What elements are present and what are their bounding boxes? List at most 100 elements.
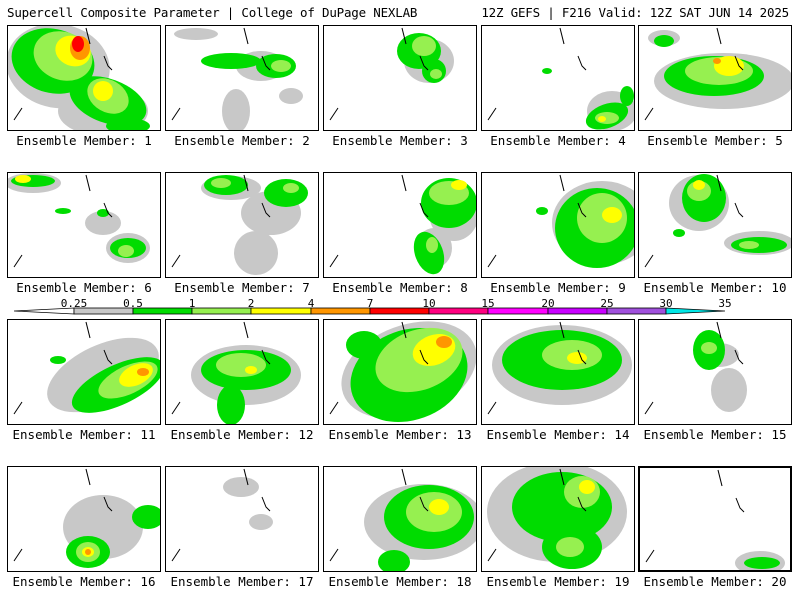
coastline-4-2 [577, 55, 587, 71]
coastline-13-1 [329, 401, 339, 415]
scp-field-member-15 [644, 321, 747, 415]
colorbar-segment-3 [250, 307, 312, 315]
coastline-20-2 [735, 497, 745, 513]
scp-contour-10-6 [739, 241, 759, 249]
scp-field-member-5 [644, 27, 791, 121]
scp-contour-6-4 [97, 209, 109, 217]
map-panel-member-5 [638, 25, 792, 131]
coastline-3-1 [329, 107, 339, 121]
scp-field-member-9 [487, 174, 634, 268]
colorbar-tick-label: 4 [307, 297, 315, 310]
coastline-1-0 [85, 27, 91, 45]
scp-field-member-13 [329, 321, 476, 423]
map-panel-member-15 [638, 319, 792, 425]
coastline-14-2 [577, 349, 587, 365]
map-panel-member-19 [481, 466, 635, 572]
coastline-19-0 [559, 468, 565, 486]
member-label-2: Ensemble Member: 2 [174, 133, 310, 148]
scp-field-member-2 [171, 27, 303, 130]
coastline-16-0 [85, 468, 91, 486]
scp-contour-10-7 [673, 229, 685, 237]
map-panel-member-16 [7, 466, 161, 572]
scp-field-member-14 [487, 321, 632, 415]
scp-contour-1-10 [72, 36, 84, 52]
coastline-4-1 [487, 107, 497, 121]
scp-contour-8-3 [451, 180, 467, 190]
scp-contour-7-4 [264, 179, 308, 207]
scp-field-member-8 [329, 174, 476, 275]
scp-contour-4-5 [620, 86, 634, 106]
scp-contour-9-4 [536, 207, 548, 215]
coastline-7-0 [243, 174, 249, 192]
scp-field-member-20 [645, 469, 785, 570]
colorbar-segment-2 [191, 307, 252, 315]
map-panel-member-4 [481, 25, 635, 131]
coastline-6-0 [85, 174, 91, 192]
coastline-19-2 [577, 496, 587, 512]
member-label-16: Ensemble Member: 16 [12, 574, 156, 589]
coastline-18-1 [329, 548, 339, 562]
map-panel-member-3 [323, 25, 477, 131]
coastline-13-0 [401, 321, 407, 339]
coastline-2-2 [261, 55, 271, 71]
member-label-13: Ensemble Member: 13 [328, 427, 472, 442]
scp-field-member-3 [329, 27, 454, 121]
coastline-15-1 [644, 401, 654, 415]
coastline-10-1 [644, 254, 654, 268]
member-label-14: Ensemble Member: 14 [486, 427, 630, 442]
colorbar [13, 307, 726, 315]
coastline-6-1 [13, 254, 23, 268]
map-panel-member-11 [7, 319, 161, 425]
map-panel-member-10 [638, 172, 792, 278]
coastline-18-2 [419, 496, 429, 512]
coastline-3-2 [419, 55, 429, 71]
scp-contour-17-0 [223, 477, 259, 497]
colorbar-tick-label: 1 [188, 297, 196, 310]
scp-contour-13-5 [346, 331, 382, 359]
coastline-14-0 [559, 321, 565, 339]
colorbar-tick-label: 35 [718, 297, 732, 310]
coastline-17-0 [243, 468, 249, 486]
colorbar-tick-label: 15 [481, 297, 495, 310]
member-label-20: Ensemble Member: 20 [643, 574, 787, 589]
coastline-7-1 [171, 254, 181, 268]
colorbar-segment-5 [369, 307, 430, 315]
coastline-12-2 [261, 349, 271, 365]
member-label-10: Ensemble Member: 10 [643, 280, 787, 295]
coastline-2-1 [171, 107, 181, 121]
member-label-1: Ensemble Member: 1 [16, 133, 152, 148]
scp-contour-13-4 [436, 336, 452, 348]
scp-contour-11-4 [137, 368, 149, 376]
member-label-8: Ensemble Member: 8 [332, 280, 468, 295]
colorbar-segment-8 [547, 307, 608, 315]
scp-contour-15-2 [701, 342, 717, 354]
coastline-17-1 [171, 548, 181, 562]
scp-contour-7-2 [211, 178, 231, 188]
scp-contour-1-4 [106, 118, 150, 130]
scp-contour-7-6 [234, 231, 278, 275]
scp-contour-6-8 [55, 208, 71, 214]
scp-contour-1-8 [93, 81, 113, 101]
coastline-13-2 [419, 349, 429, 365]
scp-contour-12-4 [217, 385, 245, 424]
scp-contour-8-6 [426, 237, 438, 253]
coastline-10-2 [734, 202, 744, 218]
map-panel-member-7 [165, 172, 319, 278]
scp-field-member-17 [171, 468, 273, 562]
scp-field-member-7 [171, 174, 308, 275]
colorbar-tick-label: 0.5 [123, 297, 143, 310]
map-panel-member-13 [323, 319, 477, 425]
coastline-4-0 [559, 27, 565, 45]
scp-contour-10-2 [687, 181, 711, 201]
map-panel-member-20 [638, 466, 792, 572]
member-label-5: Ensemble Member: 5 [647, 133, 783, 148]
scp-contour-15-3 [711, 368, 747, 412]
map-panel-member-18 [323, 466, 477, 572]
scp-contour-2-0 [174, 28, 218, 40]
map-panel-member-1 [7, 25, 161, 131]
colorbar-segment-9 [606, 307, 667, 315]
scp-contour-7-5 [283, 183, 299, 193]
scp-field-member-16 [13, 468, 160, 568]
member-label-4: Ensemble Member: 4 [490, 133, 626, 148]
coastline-15-0 [716, 321, 722, 339]
